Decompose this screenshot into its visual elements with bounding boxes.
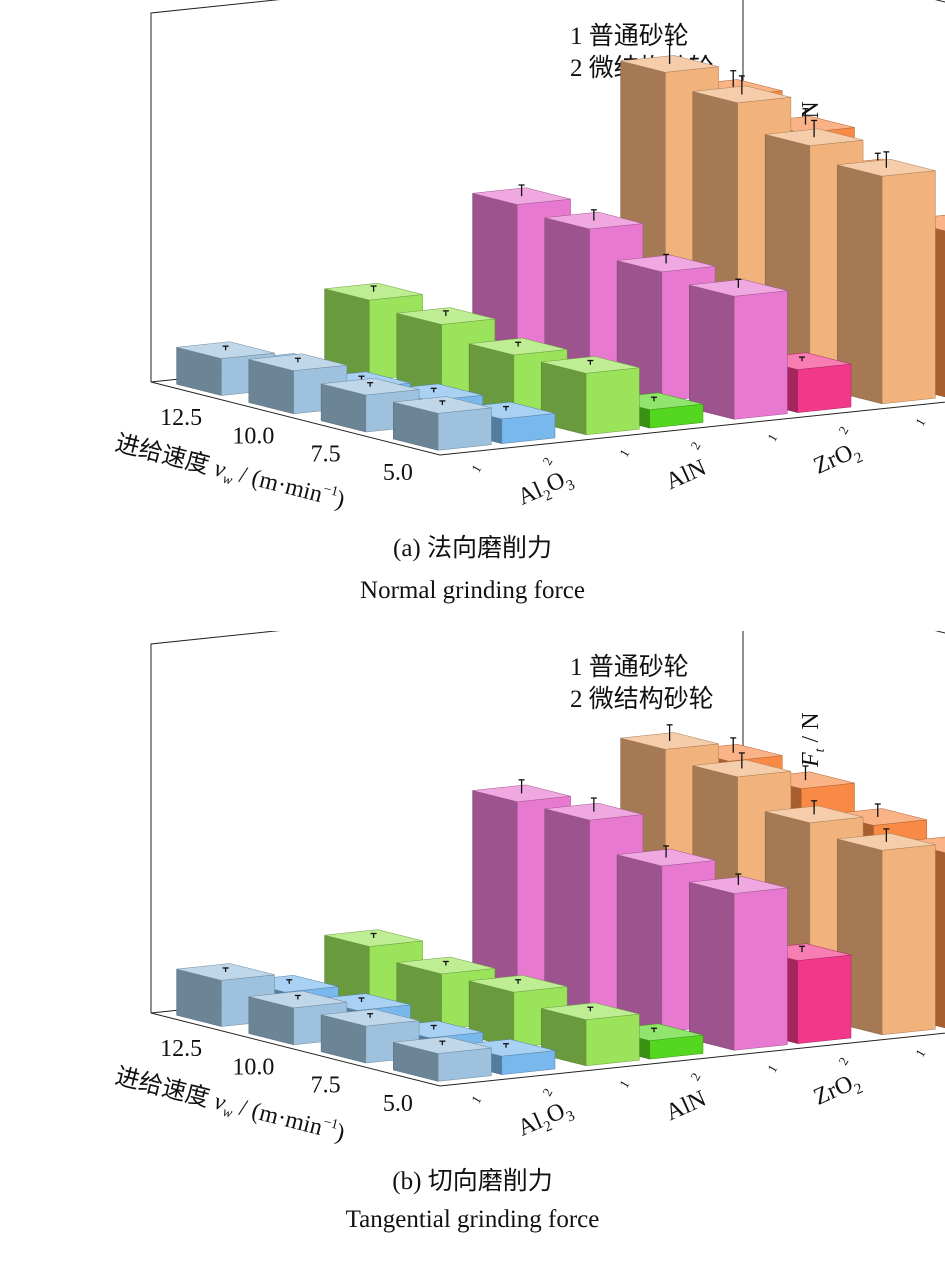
legend-entry: 1 普通砂轮 [570, 22, 689, 50]
wheel-tick-label: 2 [539, 1086, 555, 1099]
material-tick-label: Al2O3 [514, 464, 578, 514]
caption-cn-a: (a) 法向磨削力 [393, 535, 552, 562]
z-axis-unit: / N [798, 712, 824, 748]
feed-rate-tick-label: 7.5 [311, 1073, 341, 1099]
bar-front-face [437, 407, 492, 451]
feed-rate-tick-label: 7.5 [311, 442, 341, 468]
feed-axis-label-cn: 进给速度 [113, 430, 213, 480]
feed-axis-sub: w [221, 472, 234, 489]
feed-rate-tick-label: 10.0 [232, 423, 274, 449]
wheel-tick-label: 1 [912, 415, 928, 428]
caption-en-b: Tangential grinding force [345, 1206, 600, 1233]
z-axis-sub: t [813, 747, 828, 752]
material-label-part: AlN [662, 455, 710, 496]
bar [248, 353, 348, 415]
bar-front-face [733, 887, 788, 1051]
bar [689, 873, 788, 1051]
material-tick-label: AlN [662, 455, 710, 496]
bar-top-face [544, 802, 643, 821]
feed-rate-tick-label: 5.0 [383, 460, 413, 486]
wheel-tick-label: 1 [912, 1046, 928, 1059]
material-label-part: ZrO [810, 1071, 857, 1111]
legend-entry: 1 普通砂轮 [570, 653, 689, 681]
wheel-tick-label: 1 [616, 446, 632, 459]
bar-front-face [797, 954, 852, 1044]
bar [837, 828, 936, 1036]
bar-left-face [616, 854, 663, 1033]
material-tick-label: ZrO2 [810, 1068, 866, 1115]
wheel-tick-label: 1 [764, 1062, 780, 1075]
wheel-tick-label: 1 [616, 1077, 632, 1090]
wheel-tick-label: 2 [835, 1055, 851, 1068]
bar-top-face [617, 848, 716, 867]
bar-top-face [837, 833, 936, 851]
bar [393, 1036, 492, 1082]
wheel-tick-label: 2 [539, 455, 555, 468]
bar-front-face [881, 170, 936, 405]
bar-left-face [689, 284, 735, 420]
bar [837, 151, 936, 405]
bar-front-face [733, 290, 788, 420]
bar [320, 1008, 420, 1064]
feed-rate-tick-label: 5.0 [383, 1091, 413, 1117]
bar-top-face [324, 282, 423, 301]
feed-axis-unit: / (m·min [231, 1094, 325, 1141]
wheel-tick-label: 1 [468, 1093, 484, 1106]
caption-en-a: Normal grinding force [360, 577, 585, 604]
bar-front-face [585, 367, 640, 436]
bar-top-face [396, 307, 495, 325]
bar-top-face [248, 990, 347, 1009]
wheel-tick-label: 2 [687, 1070, 703, 1083]
bar-left-face [689, 881, 735, 1051]
bar-top-face [541, 356, 640, 374]
bar-front-face [797, 363, 852, 413]
bar-top-face [617, 254, 716, 273]
material-label-part: Al [514, 1108, 547, 1142]
legend-entry: 2 微结构砂轮 [570, 685, 714, 713]
bar [393, 396, 492, 451]
wheel-tick-label: 2 [687, 439, 703, 452]
wheel-tick-label: 1 [764, 431, 780, 444]
feed-axis-sub: w [221, 1105, 234, 1122]
bar-front-face [585, 1013, 640, 1067]
bar-top-face [324, 929, 423, 947]
bar-top-face [620, 55, 719, 73]
bar-top-face [541, 1002, 640, 1020]
caption-cn-b: (b) 切向磨削力 [392, 1168, 553, 1195]
z-axis-symbol: F [798, 752, 824, 768]
feed-axis-sup: −1 [322, 482, 340, 500]
bar-top-face [765, 128, 864, 146]
bar-front-face [881, 844, 936, 1036]
feed-rate-tick-label: 10.0 [232, 1054, 274, 1080]
material-label-part: ZrO [810, 440, 857, 480]
feed-rate-tick-label: 12.5 [160, 405, 202, 431]
bar-top-face [469, 975, 568, 993]
material-tick-label: ZrO2 [810, 437, 866, 484]
bar-top-face [689, 279, 788, 297]
bar-top-face [692, 759, 791, 778]
material-label-part: Al [514, 477, 547, 511]
bar-top-face [393, 396, 492, 414]
feed-axis-label-cn: 进给速度 [113, 1063, 213, 1113]
wheel-tick-label: 2 [835, 424, 851, 437]
material-label-part: AlN [662, 1086, 710, 1127]
bar [689, 278, 788, 420]
bar-top-face [689, 876, 788, 894]
bar [541, 1002, 640, 1067]
material-tick-label: AlN [662, 1086, 710, 1127]
material-tick-label: Al2O3 [514, 1095, 578, 1145]
bar [541, 356, 640, 436]
feed-rate-tick-label: 12.5 [160, 1036, 202, 1062]
wheel-tick-label: 1 [468, 462, 484, 475]
feed-axis-sup: −1 [322, 1115, 340, 1133]
feed-axis-unit: / (m·min [231, 461, 325, 508]
